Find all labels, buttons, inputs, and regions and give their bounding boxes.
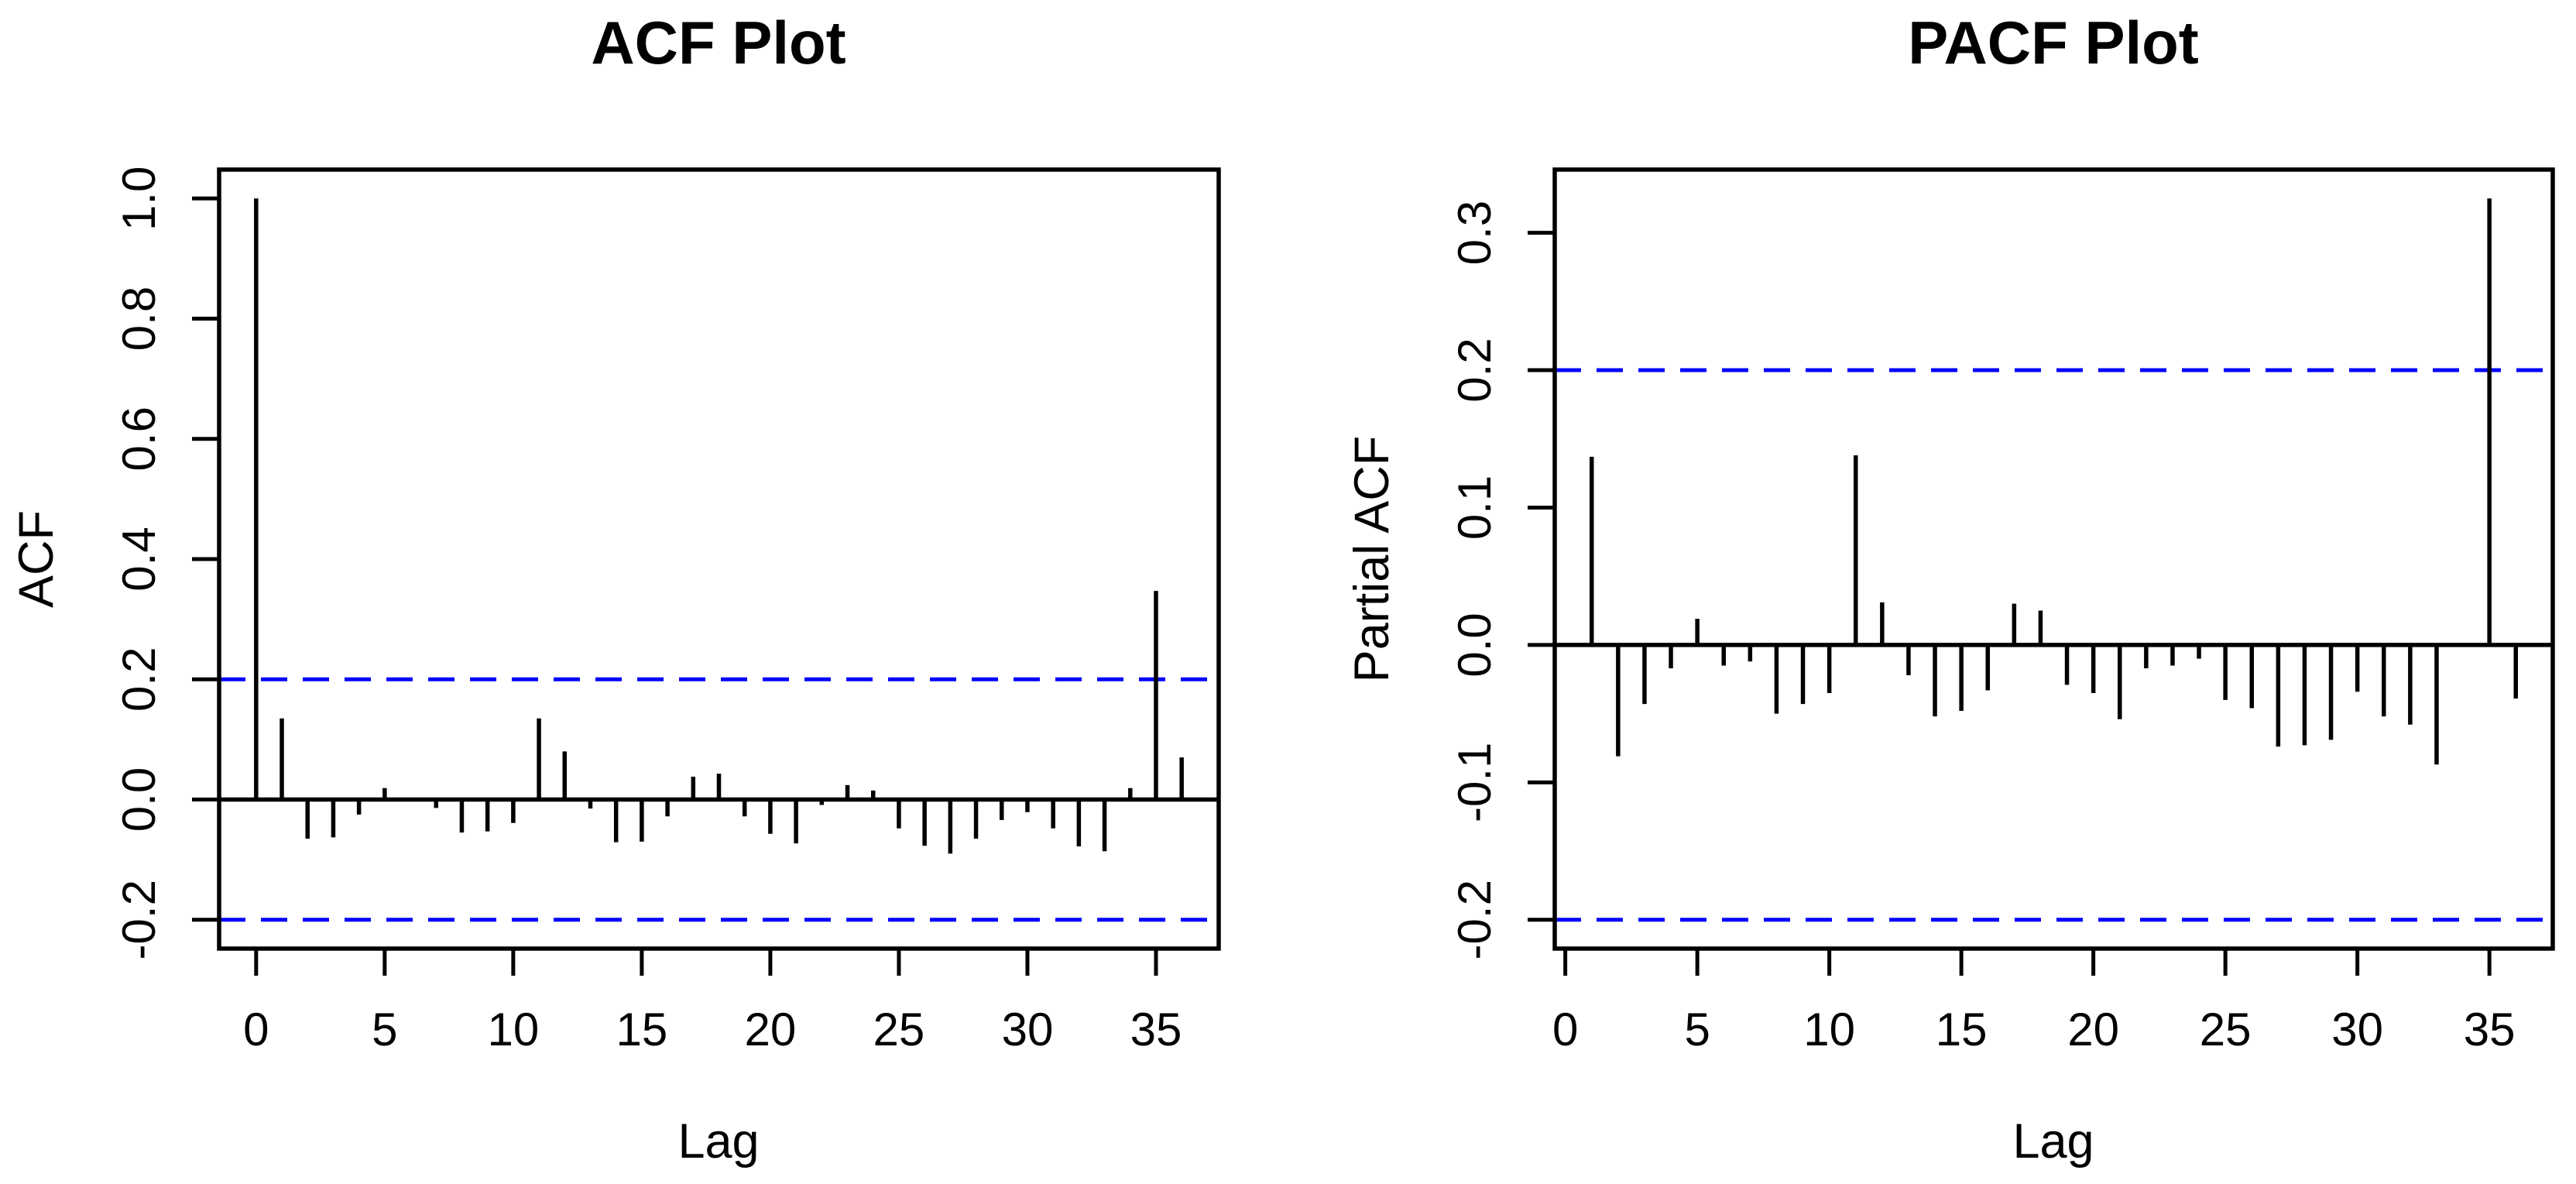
y-axis-tick-label: 0.6: [113, 407, 165, 471]
y-axis-tick-label: 0.0: [113, 767, 165, 832]
y-axis-tick-label: 0.3: [1449, 201, 1501, 265]
acf-plot-area: 0 5 10 15 20 25 30 35 1.0 0.8 0.6 0.4 0.2 0.0 -0.2: [113, 166, 1221, 1055]
x-axis-tick-label: 5: [372, 1004, 397, 1055]
y-axis-tick-label: 1.0: [113, 166, 165, 231]
y-axis-tick-label: -0.2: [113, 880, 165, 959]
x-axis-tick-label: 15: [1936, 1004, 1988, 1055]
pacf-yaxis-label: Partial ACF: [1345, 436, 1399, 683]
pacf-plot-area: 0 5 10 15 20 25 30 35 0.3 0.2 0.1 0.0 -0.1 -0.2: [1449, 167, 2555, 1055]
x-axis-tick-label: 5: [1684, 1004, 1710, 1055]
x-axis-tick-label: 0: [1552, 1004, 1578, 1055]
pacf-plot-title: PACF Plot: [1908, 9, 2199, 77]
y-axis-tick-label: 0.1: [1449, 475, 1501, 540]
acf-plot-title: ACF Plot: [591, 9, 846, 77]
y-axis-tick-label: -0.1: [1449, 743, 1501, 822]
y-axis-tick-label: 0.4: [113, 527, 165, 591]
pacf-plot: PACF Plot Lag Partial ACF 0 5 10 15 20 25 30 35…: [1345, 9, 2555, 1169]
x-axis-tick-label: 25: [873, 1004, 925, 1055]
x-axis-tick-label: 15: [616, 1004, 668, 1055]
y-axis-tick-label: -0.2: [1449, 880, 1501, 959]
pacf-xaxis-label: Lag: [2012, 1114, 2094, 1169]
x-axis-tick-label: 10: [1803, 1004, 1855, 1055]
x-axis-tick-label: 20: [2067, 1004, 2119, 1055]
x-axis-tick-label: 20: [745, 1004, 797, 1055]
y-axis-tick-label: 0.0: [1449, 613, 1501, 677]
x-axis-tick-label: 35: [2464, 1004, 2516, 1055]
x-axis-tick-label: 30: [2331, 1004, 2383, 1055]
x-axis-tick-label: 30: [1002, 1004, 1054, 1055]
x-axis-tick-label: 25: [2200, 1004, 2252, 1055]
x-axis-tick-label: 35: [1130, 1004, 1182, 1055]
y-axis-tick-label: 0.2: [113, 647, 165, 712]
x-axis-tick-label: 10: [487, 1004, 539, 1055]
x-axis-tick-label: 0: [243, 1004, 269, 1055]
acf-yaxis-label: ACF: [9, 510, 63, 608]
y-axis-tick-label: 0.8: [113, 287, 165, 351]
acf-xaxis-label: Lag: [677, 1114, 759, 1169]
plot-box: [1552, 167, 2555, 951]
y-axis-tick-label: 0.2: [1449, 338, 1501, 402]
acf-plot: ACF Plot Lag ACF 0 5 10 15 20 25 30 35 1.0 0.8 0.6…: [9, 9, 1221, 1169]
plot-box: [217, 167, 1221, 951]
